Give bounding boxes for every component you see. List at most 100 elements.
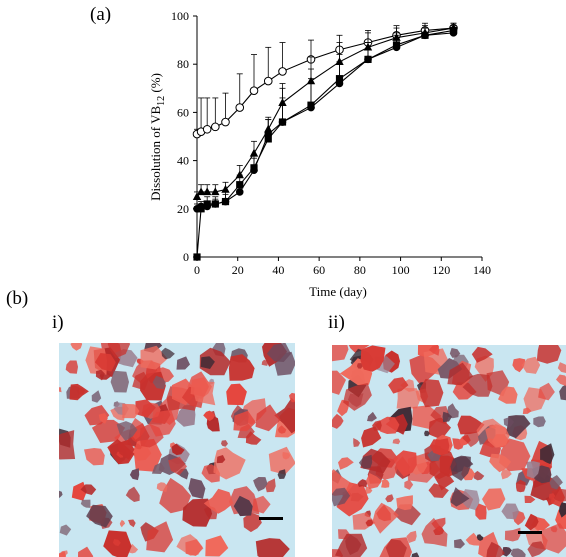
dark-particle (188, 478, 206, 499)
red-particle (146, 521, 174, 553)
dark-particle (116, 421, 138, 441)
red-particle (65, 360, 78, 374)
series-filled-triangle (192, 22, 458, 200)
red-particle (70, 343, 83, 351)
data-point-filled-circle (221, 197, 230, 206)
red-particle (348, 345, 370, 353)
red-particle (94, 353, 116, 372)
series-filled-circle (193, 27, 458, 213)
panel-a-label: (a) (90, 4, 112, 25)
red-particle (228, 354, 255, 381)
red-particle (60, 550, 68, 557)
red-particle (374, 416, 400, 434)
y-axis-label-main: Dissolution of VB (148, 105, 163, 200)
red-particle (357, 479, 368, 488)
chart-axes: 0 20 40 60 80 100 120 140 0 20 40 60 80 100 (171, 9, 491, 277)
red-particle (336, 482, 369, 517)
red-particle (498, 386, 518, 404)
red-particle (404, 479, 414, 490)
red-particle (268, 446, 295, 475)
red-particle (419, 379, 444, 408)
red-particle (135, 399, 156, 418)
red-particle (245, 431, 262, 445)
data-point-filled-circle (211, 200, 220, 208)
red-particle (540, 523, 566, 554)
red-particle (205, 535, 229, 557)
red-particle (538, 382, 555, 401)
red-particle (132, 371, 149, 391)
data-point-filled-circle (250, 166, 258, 175)
red-particle (548, 493, 556, 500)
red-particle (233, 410, 256, 432)
red-particle (485, 424, 510, 448)
data-point-filled-triangle (202, 187, 212, 196)
dark-particle (59, 490, 63, 499)
data-point-filled-square (264, 135, 272, 143)
dark-particle (559, 384, 566, 401)
red-particle (385, 539, 407, 557)
red-particle (486, 541, 505, 557)
scale-bar-ii (518, 531, 542, 534)
series-line (196, 29, 454, 258)
red-particle (185, 539, 204, 556)
red-particle (388, 377, 409, 394)
dark-particle (176, 356, 190, 370)
panel-b-label: (b) (6, 288, 29, 309)
red-particle (84, 448, 105, 466)
dark-particle (277, 469, 286, 479)
red-particle (524, 513, 539, 531)
dark-particle (503, 417, 515, 428)
red-particle (119, 519, 126, 528)
data-point-filled-triangle (221, 184, 230, 193)
red-particle (406, 530, 417, 543)
red-particle (393, 504, 421, 526)
red-particle (335, 533, 368, 557)
dark-particle (454, 538, 465, 549)
dark-particle (91, 390, 102, 403)
red-particle (360, 345, 386, 372)
data-point-filled-circle (392, 43, 401, 52)
data-point-open-circle (278, 67, 287, 76)
dark-particle (549, 475, 563, 490)
data-point-filled-circle (449, 29, 458, 37)
data-point-filled-triangle (196, 187, 206, 196)
scale-bar-i (259, 517, 283, 520)
red-particle (428, 345, 440, 356)
red-particle (59, 430, 76, 460)
series-line (196, 27, 454, 135)
data-point-filled-circle (278, 118, 287, 126)
dark-particle (266, 343, 291, 362)
data-point-open-circle (211, 122, 220, 132)
red-particle (381, 479, 390, 488)
micrograph-ii (332, 345, 566, 557)
dark-particle (161, 347, 175, 360)
red-particle (471, 346, 493, 363)
data-point-filled-triangle (249, 148, 259, 157)
red-particle (515, 479, 526, 493)
red-particle (107, 343, 131, 359)
y-axis-label: Dissolution of VB12 (%) (148, 73, 167, 201)
red-particle (168, 456, 187, 476)
sub-panel-i-label: i) (52, 312, 64, 333)
data-point-filled-circle (235, 188, 244, 196)
red-particle (332, 345, 349, 362)
red-particle (512, 358, 526, 373)
red-particle (372, 420, 382, 431)
red-particle (356, 363, 363, 369)
red-particle (117, 439, 135, 460)
dark-particle (367, 411, 377, 422)
red-particle (203, 410, 215, 422)
red-particle (140, 345, 168, 370)
data-point-filled-circle (264, 130, 273, 138)
dark-particle (233, 495, 253, 517)
red-particle (365, 473, 382, 490)
red-particle (255, 538, 290, 557)
red-particle (489, 453, 512, 473)
red-particle (393, 450, 417, 477)
red-particle (429, 438, 450, 456)
data-point-open-circle (202, 124, 212, 134)
x-tick-label: 140 (473, 263, 491, 277)
red-particle (221, 440, 228, 447)
red-particle (421, 517, 448, 547)
red-particle (332, 370, 346, 395)
